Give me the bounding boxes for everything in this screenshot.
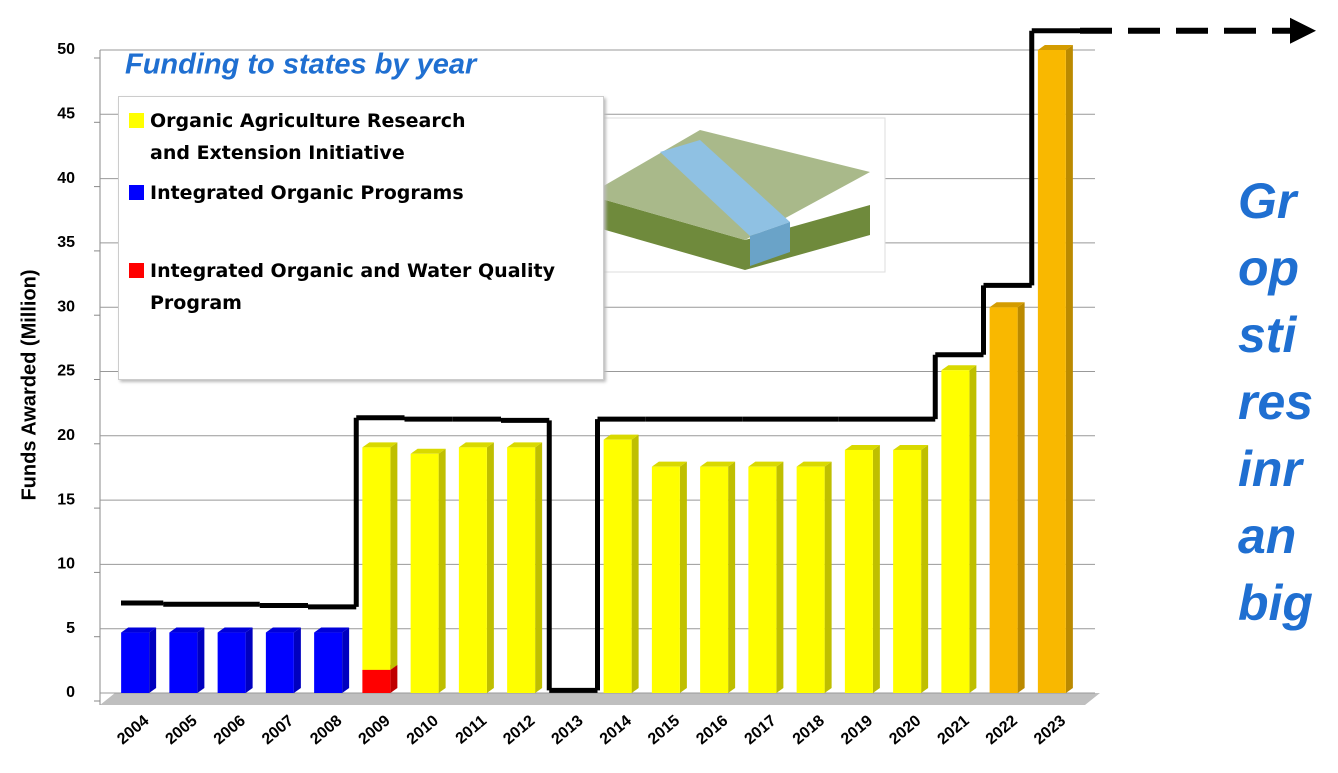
bar <box>797 467 825 693</box>
side-text: res <box>1238 374 1313 430</box>
bar-side <box>439 449 446 693</box>
money-picture <box>578 118 885 272</box>
bar <box>893 450 921 693</box>
bar-side <box>535 442 542 693</box>
x-tick-label: 2016 <box>693 712 731 748</box>
bar <box>411 454 439 693</box>
y-tick-label: 15 <box>57 491 75 508</box>
chart-title: Funding to states by year <box>125 49 478 81</box>
y-tick-label: 10 <box>57 556 75 573</box>
side-text: sti <box>1238 307 1297 363</box>
bar <box>604 440 632 693</box>
legend-swatch <box>129 263 144 278</box>
bar <box>941 370 969 693</box>
legend-swatch <box>129 113 144 128</box>
x-tick-label: 2020 <box>886 712 924 748</box>
x-tick-label: 2008 <box>307 712 345 748</box>
side-text: Gr <box>1238 173 1299 229</box>
legend-entry: Organic Agriculture Research and Extensi… <box>129 105 593 169</box>
legend-label: Organic Agriculture Research and Extensi… <box>150 105 480 169</box>
legend-label: Integrated Organic Programs <box>150 177 590 209</box>
x-tick-label: 2004 <box>114 712 152 748</box>
y-tick-label: 50 <box>57 41 75 58</box>
bar-side <box>825 462 832 693</box>
bar <box>218 633 246 693</box>
bar <box>362 670 390 693</box>
side-text: an <box>1238 508 1296 564</box>
y-tick-label: 40 <box>57 170 75 187</box>
bar-side <box>487 442 494 693</box>
bar <box>266 633 294 693</box>
legend-entry: Integrated Organic Programs <box>129 177 593 209</box>
y-axis-label: Funds Awarded (Million) <box>18 269 40 500</box>
side-text: big <box>1238 575 1313 631</box>
y-tick-label: 35 <box>57 234 75 251</box>
bar <box>169 633 197 693</box>
y-tick-label: 0 <box>66 684 75 701</box>
x-tick-label: 2017 <box>741 712 779 748</box>
bar-side <box>149 628 156 693</box>
bar-side <box>342 628 349 693</box>
bar-side <box>632 435 639 693</box>
y-tick-label: 30 <box>57 298 75 315</box>
x-tick-label: 2021 <box>934 712 972 748</box>
x-tick-label: 2015 <box>645 712 683 748</box>
bar-side <box>969 365 976 693</box>
x-tick-label: 2019 <box>838 712 876 748</box>
bar-side <box>246 628 253 693</box>
x-tick-label: 2022 <box>983 712 1021 748</box>
x-tick-label: 2005 <box>162 712 200 748</box>
legend-swatch <box>129 185 144 200</box>
bar <box>362 447 390 669</box>
x-tick-label: 2014 <box>597 712 635 748</box>
bar-side <box>728 462 735 693</box>
bar-side <box>921 445 928 693</box>
floor <box>100 693 1100 705</box>
page: Funding to states by year Funds Awarded … <box>0 0 1338 773</box>
bar-side <box>680 462 687 693</box>
legend-label: Integrated Organic and Water Quality Pro… <box>150 255 590 319</box>
x-tick-label: 2010 <box>404 712 442 748</box>
x-tick-label: 2013 <box>548 712 586 748</box>
bar-side <box>294 628 301 693</box>
bar <box>121 633 149 693</box>
x-tick-label: 2023 <box>1031 712 1069 748</box>
bar <box>700 467 728 693</box>
side-text: op <box>1238 240 1299 296</box>
y-tick-label: 20 <box>57 427 75 444</box>
bar-side <box>1018 302 1025 693</box>
bar-side <box>776 462 783 693</box>
bar-side <box>197 628 204 693</box>
bar <box>990 307 1018 693</box>
x-tick-label: 2009 <box>355 712 393 748</box>
arrow-head <box>1290 18 1316 44</box>
side-text: inr <box>1238 441 1304 497</box>
bar-side <box>1066 45 1073 693</box>
bar-side <box>390 442 397 669</box>
x-tick-label: 2018 <box>790 712 828 748</box>
legend: Organic Agriculture Research and Extensi… <box>118 96 604 380</box>
bar-side <box>873 445 880 693</box>
bar <box>845 450 873 693</box>
bar <box>459 447 487 693</box>
x-tick-label: 2011 <box>453 712 491 747</box>
bar <box>652 467 680 693</box>
y-tick-label: 25 <box>57 363 75 380</box>
x-tick-label: 2006 <box>211 712 249 748</box>
bar <box>1038 50 1066 693</box>
bar <box>314 633 342 693</box>
x-tick-label: 2012 <box>500 712 538 748</box>
bar <box>748 467 776 693</box>
x-tick-label: 2007 <box>259 712 297 748</box>
y-tick-label: 5 <box>66 620 75 637</box>
y-tick-label: 45 <box>57 106 75 123</box>
bar <box>507 447 535 693</box>
legend-entry: Integrated Organic and Water Quality Pro… <box>129 255 593 319</box>
